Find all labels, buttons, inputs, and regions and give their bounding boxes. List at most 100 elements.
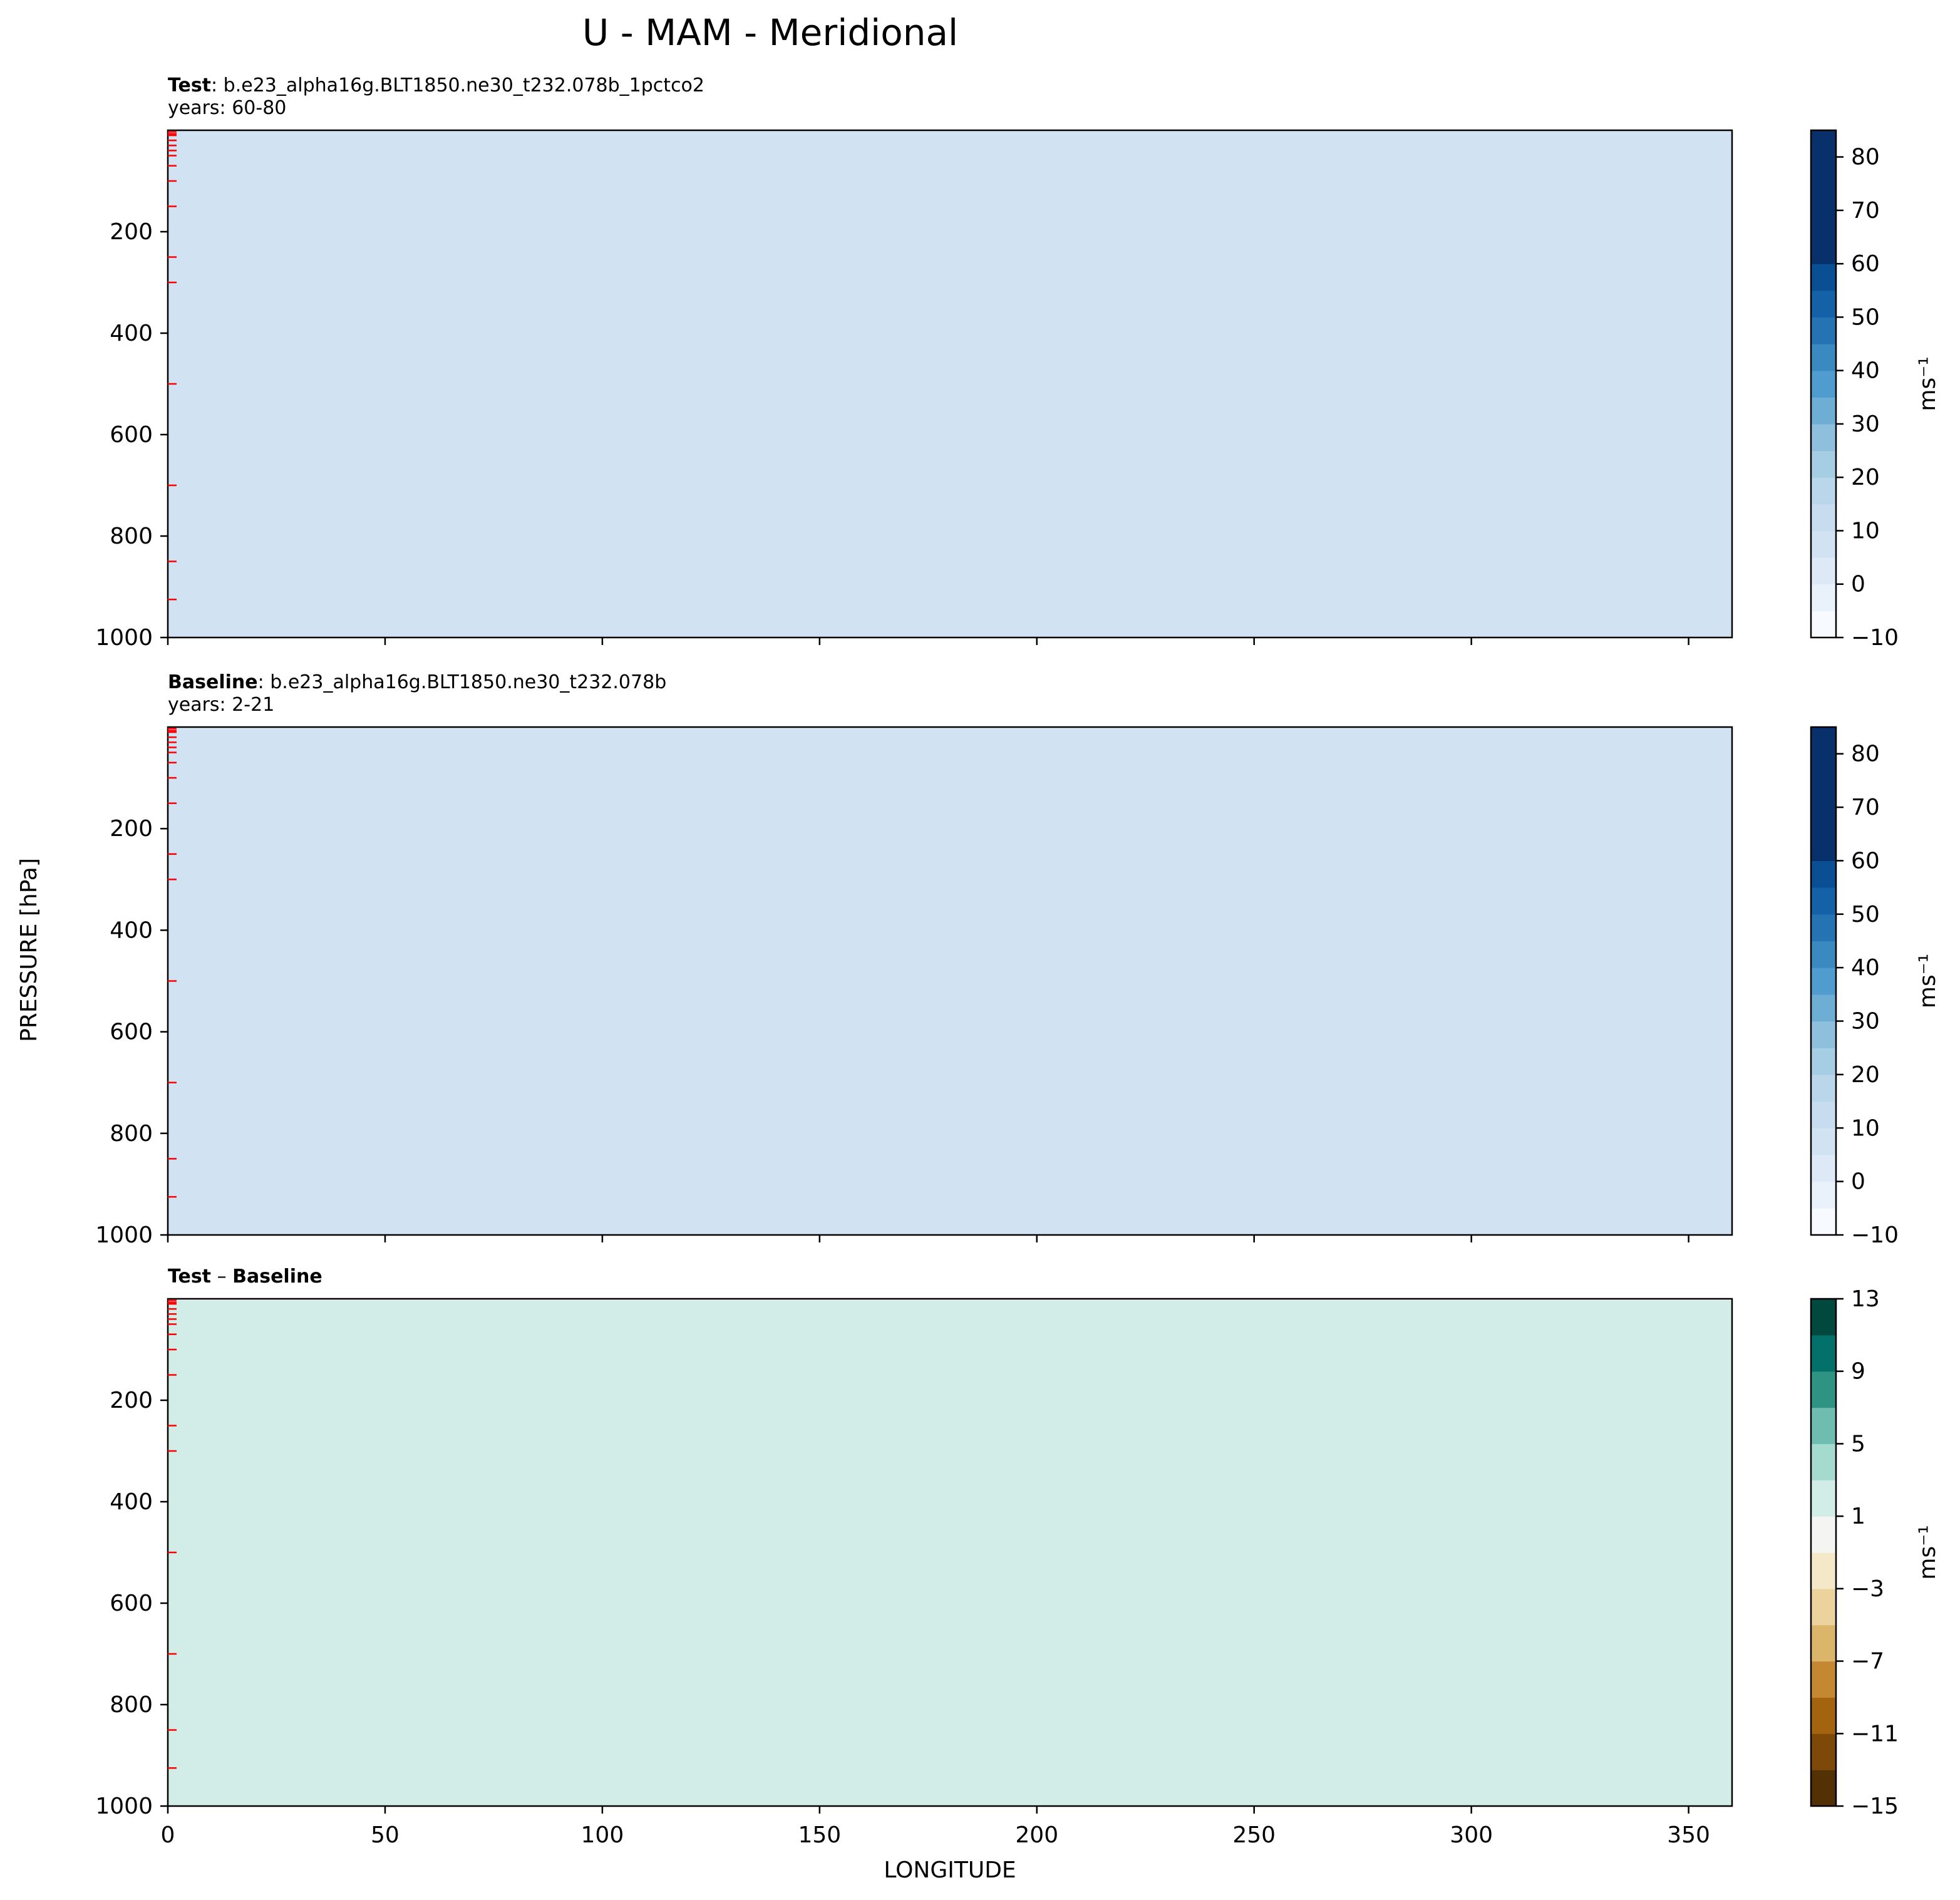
contour-field bbox=[168, 1300, 1732, 1806]
colorbar-segment bbox=[1811, 557, 1836, 585]
colorbar-segment bbox=[1811, 1181, 1836, 1209]
x-tick-label: 0 bbox=[161, 1822, 175, 1848]
colorbar-segment bbox=[1811, 1101, 1836, 1128]
colorbar-tick-label: 30 bbox=[1851, 1009, 1880, 1035]
colorbar-segment bbox=[1811, 1770, 1836, 1807]
colorbar-segment bbox=[1811, 1208, 1836, 1236]
contour-band bbox=[168, 1300, 1732, 1806]
colorbar-segment bbox=[1811, 1443, 1836, 1480]
colorbar-tick-label: 80 bbox=[1851, 741, 1880, 767]
panel-label: Test: b.e23_alpha16g.BLT1850.ne30_t232.0… bbox=[168, 75, 704, 96]
colorbar-segment bbox=[1811, 1154, 1836, 1182]
colorbar-segment bbox=[1811, 157, 1836, 184]
y-tick-label: 600 bbox=[110, 1591, 153, 1616]
colorbar-tick-label: 20 bbox=[1851, 465, 1880, 490]
colorbar-tick-label: −11 bbox=[1851, 1721, 1899, 1747]
colorbar-tick-label: 10 bbox=[1851, 518, 1880, 544]
figure-title: U - MAM - Meridional bbox=[582, 11, 958, 54]
colorbar-segment bbox=[1811, 611, 1836, 638]
colorbar-segment bbox=[1811, 183, 1836, 211]
x-tick-label: 250 bbox=[1232, 1822, 1276, 1848]
colorbar-tick-label: −15 bbox=[1851, 1794, 1899, 1819]
colorbar-segment bbox=[1811, 344, 1836, 371]
panel-label: Test – Baseline bbox=[168, 1266, 322, 1288]
panel-label: Baseline: b.e23_alpha16g.BLT1850.ne30_t2… bbox=[168, 671, 666, 693]
colorbar-frame bbox=[1810, 129, 1837, 639]
y-tick-label: 600 bbox=[110, 422, 153, 448]
colorbar-frame bbox=[1810, 726, 1837, 1236]
colorbar-segment bbox=[1811, 1733, 1836, 1770]
colorbar-segment bbox=[1811, 1128, 1836, 1155]
colorbar-tick-label: −10 bbox=[1851, 1222, 1899, 1248]
colorbar-segment bbox=[1811, 941, 1836, 968]
colorbar-segment bbox=[1811, 210, 1836, 238]
colorbar-tick-label: 20 bbox=[1851, 1062, 1880, 1088]
x-tick-label: 100 bbox=[581, 1822, 624, 1848]
y-tick-label: 800 bbox=[110, 1692, 153, 1718]
colorbar-tick-label: 9 bbox=[1851, 1359, 1865, 1385]
panel-years: years: 60-80 bbox=[168, 97, 286, 119]
y-tick-label: 1000 bbox=[95, 625, 153, 651]
colorbar-tick-label: 60 bbox=[1851, 848, 1880, 874]
y-tick-label: 1000 bbox=[95, 1222, 153, 1248]
y-axis-label: PRESSURE [hPa] bbox=[16, 858, 42, 1042]
colorbar-tick-label: 10 bbox=[1851, 1115, 1880, 1141]
colorbar-tick-label: −10 bbox=[1851, 625, 1899, 651]
colorbar-label: ms⁻¹ bbox=[1915, 1525, 1941, 1579]
x-tick-label: 50 bbox=[371, 1822, 400, 1848]
colorbar-segment bbox=[1811, 1480, 1836, 1517]
colorbar-segment bbox=[1811, 370, 1836, 398]
colorbar-segment bbox=[1811, 530, 1836, 558]
contour-field bbox=[168, 130, 1732, 638]
colorbar-segment bbox=[1811, 887, 1836, 915]
y-tick-label: 800 bbox=[110, 524, 153, 549]
contour-field bbox=[168, 727, 1732, 1235]
x-tick-label: 200 bbox=[1015, 1822, 1058, 1848]
colorbar-tick-label: 0 bbox=[1851, 572, 1865, 597]
colorbar-segment bbox=[1811, 753, 1836, 781]
colorbar-segment bbox=[1811, 914, 1836, 942]
colorbar-segment bbox=[1811, 994, 1836, 1022]
colorbar-tick-label: −7 bbox=[1851, 1649, 1884, 1675]
x-tick-label: 300 bbox=[1450, 1822, 1493, 1848]
colorbar-tick-label: 40 bbox=[1851, 955, 1880, 981]
colorbar-segment bbox=[1811, 1299, 1836, 1336]
colorbar-tick-label: 50 bbox=[1851, 902, 1880, 927]
colorbar-segment bbox=[1811, 237, 1836, 264]
y-tick-label: 200 bbox=[110, 1388, 153, 1413]
colorbar-tick-label: 0 bbox=[1851, 1169, 1865, 1195]
colorbar-segment bbox=[1811, 1588, 1836, 1626]
colorbar-segment bbox=[1811, 1074, 1836, 1102]
colorbar-segment bbox=[1811, 780, 1836, 808]
colorbar-segment bbox=[1811, 727, 1836, 755]
colorbar-segment bbox=[1811, 1021, 1836, 1048]
colorbar-tick-label: 50 bbox=[1851, 304, 1880, 330]
panel-3: 200 400 600 800 1000 0 50 100 150 200 250 300 350 Tes… bbox=[95, 1266, 1941, 1883]
y-tick-label: 600 bbox=[110, 1020, 153, 1045]
colorbar-segment bbox=[1811, 477, 1836, 505]
colorbar-segment bbox=[1811, 317, 1836, 344]
x-tick-label: 350 bbox=[1667, 1822, 1710, 1848]
colorbar-label: ms⁻¹ bbox=[1915, 954, 1941, 1008]
y-tick-label: 800 bbox=[110, 1121, 153, 1147]
colorbar: −15 −11 −7 −3 1 5 9 13 ms⁻¹ bbox=[1810, 1286, 1941, 1819]
colorbar-tick-label: 40 bbox=[1851, 358, 1880, 384]
x-tick-label: 150 bbox=[798, 1822, 841, 1848]
colorbar-segment bbox=[1811, 1371, 1836, 1408]
colorbar-tick-label: 5 bbox=[1851, 1431, 1865, 1457]
colorbar-tick-label: 80 bbox=[1851, 145, 1880, 170]
colorbar-segment bbox=[1811, 290, 1836, 318]
colorbar-frame bbox=[1810, 1298, 1837, 1807]
colorbar-tick-label: 70 bbox=[1851, 795, 1880, 820]
colorbar-segment bbox=[1811, 1661, 1836, 1698]
colorbar-label: ms⁻¹ bbox=[1915, 356, 1941, 411]
colorbar: −10 0 10 20 30 40 50 60 70 80 ms⁻¹ bbox=[1810, 129, 1941, 651]
colorbar-segment bbox=[1811, 968, 1836, 995]
colorbar-segment bbox=[1811, 1624, 1836, 1662]
y-tick-label: 400 bbox=[110, 917, 153, 943]
x-axis-label: LONGITUDE bbox=[884, 1857, 1016, 1883]
colorbar-tick-label: 13 bbox=[1851, 1286, 1880, 1312]
